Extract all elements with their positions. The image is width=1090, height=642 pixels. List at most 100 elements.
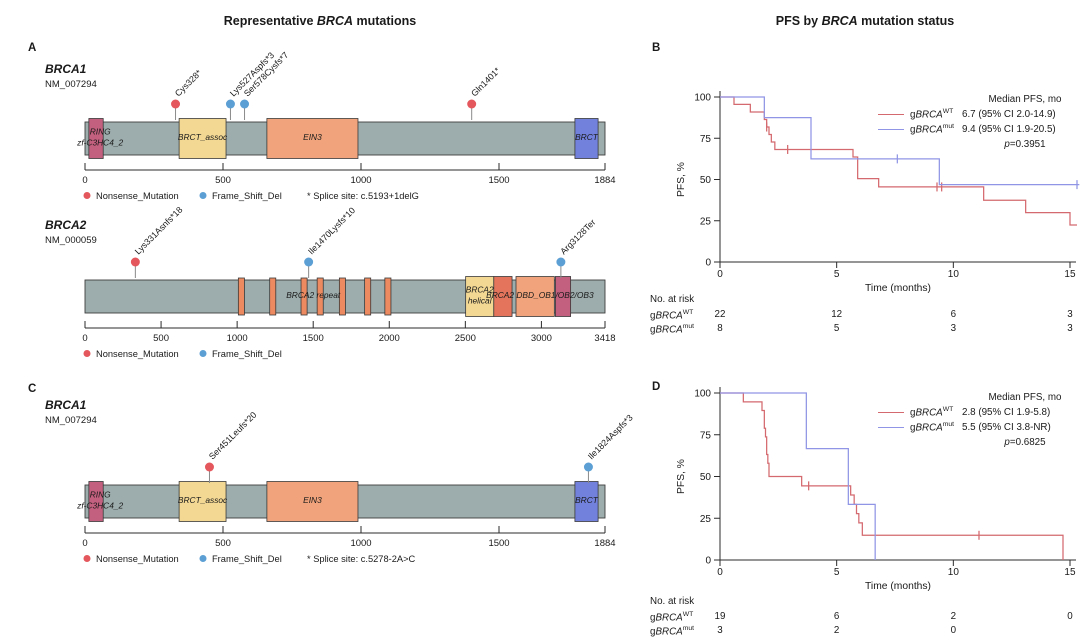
risk-count: 12 xyxy=(831,309,843,320)
gene-name: BRCA2 xyxy=(45,218,87,232)
domain-ring xyxy=(88,481,104,522)
x-tick-label: 10 xyxy=(948,269,960,280)
gene-name: BRCA1 xyxy=(45,398,87,412)
transcript-id: NM_000059 xyxy=(45,235,97,246)
title-pre: PFS by xyxy=(775,14,822,28)
axis-tick-label: 500 xyxy=(215,538,231,549)
domain-label: EIN3 xyxy=(303,495,322,505)
domain-brct-assoc xyxy=(178,481,227,522)
domain-brct-assoc xyxy=(178,118,227,159)
mut-stats: 5.5 (95% CI 3.8-NR) xyxy=(962,422,1051,433)
frameshift-legend-label: Frame_Shift_Del xyxy=(212,349,282,359)
axis-tick-label: 0 xyxy=(82,333,87,344)
y-axis-title: PFS, % xyxy=(676,459,687,494)
lollipop-plot-brca1-c: 0 500 1000 1500 1884 BRCT_assoc EIN3 BRCT RINGzf… xyxy=(76,410,635,564)
risk-table-title: No. at risk xyxy=(650,596,695,607)
risk-count: 0 xyxy=(950,625,957,636)
gene-name: BRCA1 xyxy=(45,62,87,76)
axis-tick-label: 500 xyxy=(153,333,169,344)
nonsense-legend-label: Nonsense_Mutation xyxy=(96,554,179,564)
km-curve-wt xyxy=(720,96,1077,226)
risk-count: 6 xyxy=(950,309,957,320)
lollipop-plot-brca1-a: 0 500 1000 1500 1884 BRCT_assoc EIN3 BRCT RINGzf… xyxy=(76,50,615,201)
title-gene: BRCA xyxy=(821,14,858,28)
mutation-label: Gln1401* xyxy=(469,65,502,98)
axis-tick-label: 0 xyxy=(82,175,87,186)
domain-brct xyxy=(574,118,599,159)
domain-label: BRCT xyxy=(575,495,599,505)
y-tick-label: 0 xyxy=(705,258,711,269)
risk-row-label: gBRCAWT xyxy=(650,309,694,322)
lollipop-block-brca1-a: BRCA1 NM_007294 0 500 1000 1500 1884 BRCT_ass… xyxy=(40,50,640,232)
domain-brc-repeat-7 xyxy=(384,277,392,316)
y-tick-label: 100 xyxy=(694,389,711,400)
y-tick-label: 25 xyxy=(700,514,712,525)
mutation-label: Arg3128Ter xyxy=(558,217,597,256)
y-tick-label: 50 xyxy=(700,175,712,186)
risk-count: 2 xyxy=(833,625,840,636)
nonsense-dot-icon xyxy=(83,192,91,199)
domain-ring xyxy=(88,118,104,159)
y-tick-label: 0 xyxy=(705,556,711,567)
lollipop-block-brca2-a: BRCA2 NM_000059 0 500 1000 1500 2000 2500 3000… xyxy=(40,205,640,388)
wt-stats: 2.8 (95% CI 1.9-5.8) xyxy=(962,407,1051,418)
risk-count: 5 xyxy=(833,323,840,334)
wt-label: gBRCAWT xyxy=(910,406,954,419)
axis-tick-label: 1500 xyxy=(303,333,324,344)
km-plot-d: 0 25 50 75 100 0 5 10 15 Time (months) PFS, % xyxy=(676,387,1076,592)
bar-label: BRCA2 repeat xyxy=(286,290,341,300)
axis-tick-label: 1884 xyxy=(594,538,615,549)
risk-count: 0 xyxy=(1067,611,1073,622)
km-panel-b: 0 25 50 75 100 0 5 10 15 Time (months) PFS, % Medi… xyxy=(642,40,1090,340)
x-axis-title: Time (months) xyxy=(865,581,931,592)
risk-count: 3 xyxy=(1067,323,1073,334)
y-tick-label: 50 xyxy=(700,472,712,483)
wt-label: gBRCAWT xyxy=(910,108,954,121)
x-tick-label: 0 xyxy=(717,269,723,280)
mutation-label: Ser451Leufs*20 xyxy=(207,410,259,462)
panel-label-c: C xyxy=(28,383,37,395)
domain-brct xyxy=(574,481,599,522)
x-axis-title: Time (months) xyxy=(865,283,931,294)
risk-count: 6 xyxy=(833,611,840,622)
axis-tick-label: 500 xyxy=(215,175,231,186)
figure-title-pfs: PFS by BRCA mutation status xyxy=(640,14,1090,28)
km-curve-wt xyxy=(720,392,1064,560)
axis-tick-label: 2000 xyxy=(379,333,400,344)
wt-line-swatch xyxy=(878,411,904,414)
axis-tick-label: 3418 xyxy=(594,333,615,344)
bar-label: BRCA2 DBD_OB1/OB2/OB3 xyxy=(486,290,594,300)
domain-brc-repeat-1 xyxy=(237,277,245,316)
frameshift-dot-icon xyxy=(199,192,207,199)
mutation-dot-nonsense xyxy=(467,99,477,109)
risk-row-label: gBRCAWT xyxy=(650,611,694,624)
y-tick-label: 75 xyxy=(700,430,712,441)
risk-table-title: No. at risk xyxy=(650,294,695,305)
bar-label: zf-C3HC4_2 xyxy=(76,501,123,511)
x-tick-label: 5 xyxy=(834,567,840,578)
axis-tick-label: 2500 xyxy=(455,333,476,344)
km-plot-b: 0 25 50 75 100 0 5 10 15 Time (months) PFS, % xyxy=(676,91,1080,294)
title-gene: BRCA xyxy=(316,14,353,28)
km-legend-d: Median PFS, mo gBRCAWT 2.8 (95% CI 1.9-5… xyxy=(878,390,1088,450)
axis-tick-label: 0 xyxy=(82,538,87,549)
lollipop-plot-brca2-a: 0 500 1000 1500 2000 2500 3000 3418 BRCA2helical… xyxy=(82,205,615,359)
wt-line-swatch xyxy=(878,113,904,116)
domain-brca2-helical xyxy=(465,276,495,317)
domain-brc-repeat-4 xyxy=(316,277,324,316)
risk-count: 19 xyxy=(714,611,726,622)
p-value: p=0.6825 xyxy=(1004,437,1046,448)
domain-brc-repeat-6 xyxy=(364,277,372,316)
frameshift-legend-label: Frame_Shift_Del xyxy=(212,191,282,201)
risk-row-label: gBRCAmut xyxy=(650,323,695,336)
nonsense-legend-label: Nonsense_Mutation xyxy=(96,191,179,201)
domain-brc-repeat-2 xyxy=(269,277,277,316)
transcript-id: NM_007294 xyxy=(45,79,97,90)
legend-row-mut: gBRCAmut 5.5 (95% CI 3.8-NR) xyxy=(878,420,1088,435)
km-curve-mut xyxy=(720,96,1080,186)
mutation-dot-frameshift xyxy=(304,257,314,267)
axis-tick-label: 1000 xyxy=(227,333,248,344)
domain-ein3 xyxy=(266,481,359,522)
domain-ob1 xyxy=(493,276,513,317)
nonsense-dot-icon xyxy=(83,350,91,357)
